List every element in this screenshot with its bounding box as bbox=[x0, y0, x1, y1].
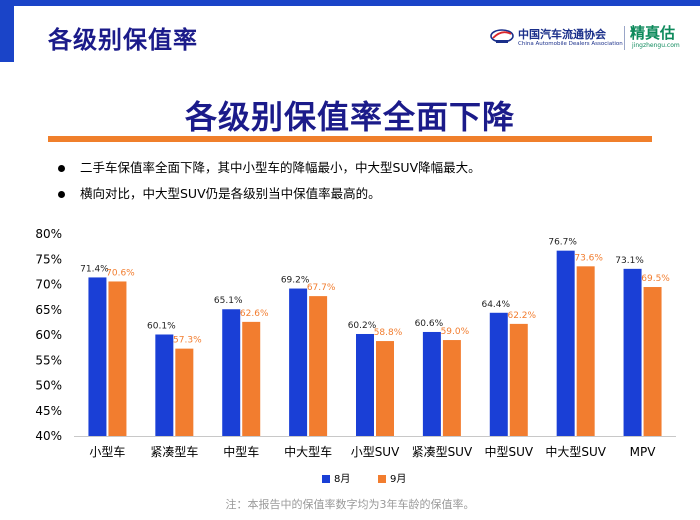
bullet-dot bbox=[58, 191, 65, 198]
jzg-logo: 精真估 jingzhengu.com bbox=[630, 22, 696, 54]
data-label: 73.1% bbox=[615, 256, 644, 266]
bar-sep bbox=[509, 323, 528, 436]
top-accent-bar bbox=[0, 0, 700, 6]
jzg-logo-url: jingzhengu.com bbox=[632, 42, 680, 49]
bar-aug bbox=[155, 334, 174, 436]
bar-aug bbox=[289, 288, 308, 436]
x-tick-label: 小型SUV bbox=[351, 445, 400, 459]
x-tick-label: 中型车 bbox=[223, 444, 259, 459]
bullet-dot bbox=[58, 165, 65, 172]
data-label: 62.2% bbox=[507, 311, 536, 321]
x-tick-label: 中大型SUV bbox=[545, 444, 606, 459]
bullet-text: 二手车保值率全面下降，其中小型车的降幅最小，中大型SUV降幅最大。 bbox=[80, 160, 481, 175]
x-tick-label: 紧凑型SUV bbox=[412, 445, 473, 459]
bar-sep bbox=[643, 287, 662, 436]
bar-sep bbox=[576, 266, 595, 436]
bar-aug bbox=[222, 309, 241, 436]
title-underline bbox=[48, 136, 652, 142]
y-tick-label: 70% bbox=[35, 278, 62, 292]
legend-label: 9月 bbox=[390, 473, 406, 485]
data-label: 59.0% bbox=[441, 327, 470, 337]
bullet-item: 横向对比，中大型SUV仍是各级别当中保值率最高的。 bbox=[56, 186, 676, 212]
bar-aug bbox=[623, 268, 642, 436]
x-tick-label: 小型车 bbox=[89, 444, 125, 459]
cada-logo: 中国汽车流通协会 China Automobile Dealers Associ… bbox=[490, 24, 623, 54]
data-label: 69.2% bbox=[281, 276, 310, 286]
bar-aug bbox=[356, 333, 374, 436]
y-tick-label: 40% bbox=[35, 429, 62, 443]
y-tick-label: 75% bbox=[35, 252, 62, 266]
bullet-text: 横向对比，中大型SUV仍是各级别当中保值率最高的。 bbox=[80, 186, 381, 201]
legend-swatch bbox=[322, 475, 330, 483]
data-label: 57.3% bbox=[173, 336, 202, 346]
data-label: 64.4% bbox=[481, 300, 510, 310]
bullet-item: 二手车保值率全面下降，其中小型车的降幅最小，中大型SUV降幅最大。 bbox=[56, 160, 676, 186]
data-label: 62.6% bbox=[240, 309, 269, 319]
legend-swatch bbox=[378, 475, 386, 483]
y-tick-label: 65% bbox=[35, 303, 62, 317]
data-label: 60.6% bbox=[415, 319, 444, 329]
cada-logo-cn: 中国汽车流通协会 bbox=[518, 28, 606, 41]
header-title: 各级别保值率 bbox=[48, 26, 198, 54]
data-label: 60.1% bbox=[147, 321, 176, 331]
y-tick-label: 80% bbox=[35, 227, 62, 241]
data-label: 73.6% bbox=[574, 253, 603, 263]
bar-sep bbox=[376, 341, 394, 436]
y-tick-label: 55% bbox=[35, 353, 62, 367]
x-tick-label: 中大型车 bbox=[284, 444, 332, 459]
bar-sep bbox=[442, 340, 461, 436]
bar-aug bbox=[422, 331, 441, 436]
data-label: 67.7% bbox=[307, 283, 336, 293]
x-tick-label: 中型SUV bbox=[484, 444, 533, 459]
logo-divider bbox=[624, 26, 625, 50]
x-tick-label: MPV bbox=[630, 445, 657, 459]
slide-title: 各级别保值率全面下降 bbox=[184, 98, 515, 136]
data-label: 60.2% bbox=[348, 321, 377, 331]
bullet-list: 二手车保值率全面下降，其中小型车的降幅最小，中大型SUV降幅最大。 横向对比，中… bbox=[56, 160, 676, 212]
bar-aug bbox=[88, 277, 107, 436]
bar-sep bbox=[242, 321, 261, 436]
cada-logo-icon bbox=[490, 29, 514, 43]
left-accent-block bbox=[0, 0, 14, 62]
residual-value-bar-chart: 40% 45% 50% 55% 60% 65% 70% 75% 80% 71.4%70.6% 小型车… bbox=[35, 227, 676, 485]
data-label: 71.4% bbox=[80, 264, 109, 274]
data-label: 65.1% bbox=[214, 296, 243, 306]
y-tick-label: 60% bbox=[35, 328, 62, 342]
bar-aug bbox=[489, 312, 508, 436]
data-label: 76.7% bbox=[548, 238, 577, 248]
cada-logo-en: China Automobile Dealers Association bbox=[518, 41, 623, 47]
y-tick-label: 45% bbox=[35, 404, 62, 418]
footnote: 注：本报告中的保值率数字均为3年车龄的保值率。 bbox=[225, 498, 475, 511]
data-label: 58.8% bbox=[374, 328, 403, 338]
bar-sep bbox=[175, 348, 194, 436]
bar-aug bbox=[556, 250, 575, 436]
jzg-logo-cn: 精真估 bbox=[630, 24, 676, 42]
bar-sep bbox=[108, 281, 127, 436]
legend-label: 8月 bbox=[334, 473, 350, 485]
bar-sep bbox=[309, 296, 328, 436]
x-tick-label: 紧凑型车 bbox=[150, 444, 198, 459]
data-label: 70.6% bbox=[106, 268, 135, 278]
data-label: 69.5% bbox=[641, 274, 670, 284]
y-tick-label: 50% bbox=[35, 379, 62, 393]
